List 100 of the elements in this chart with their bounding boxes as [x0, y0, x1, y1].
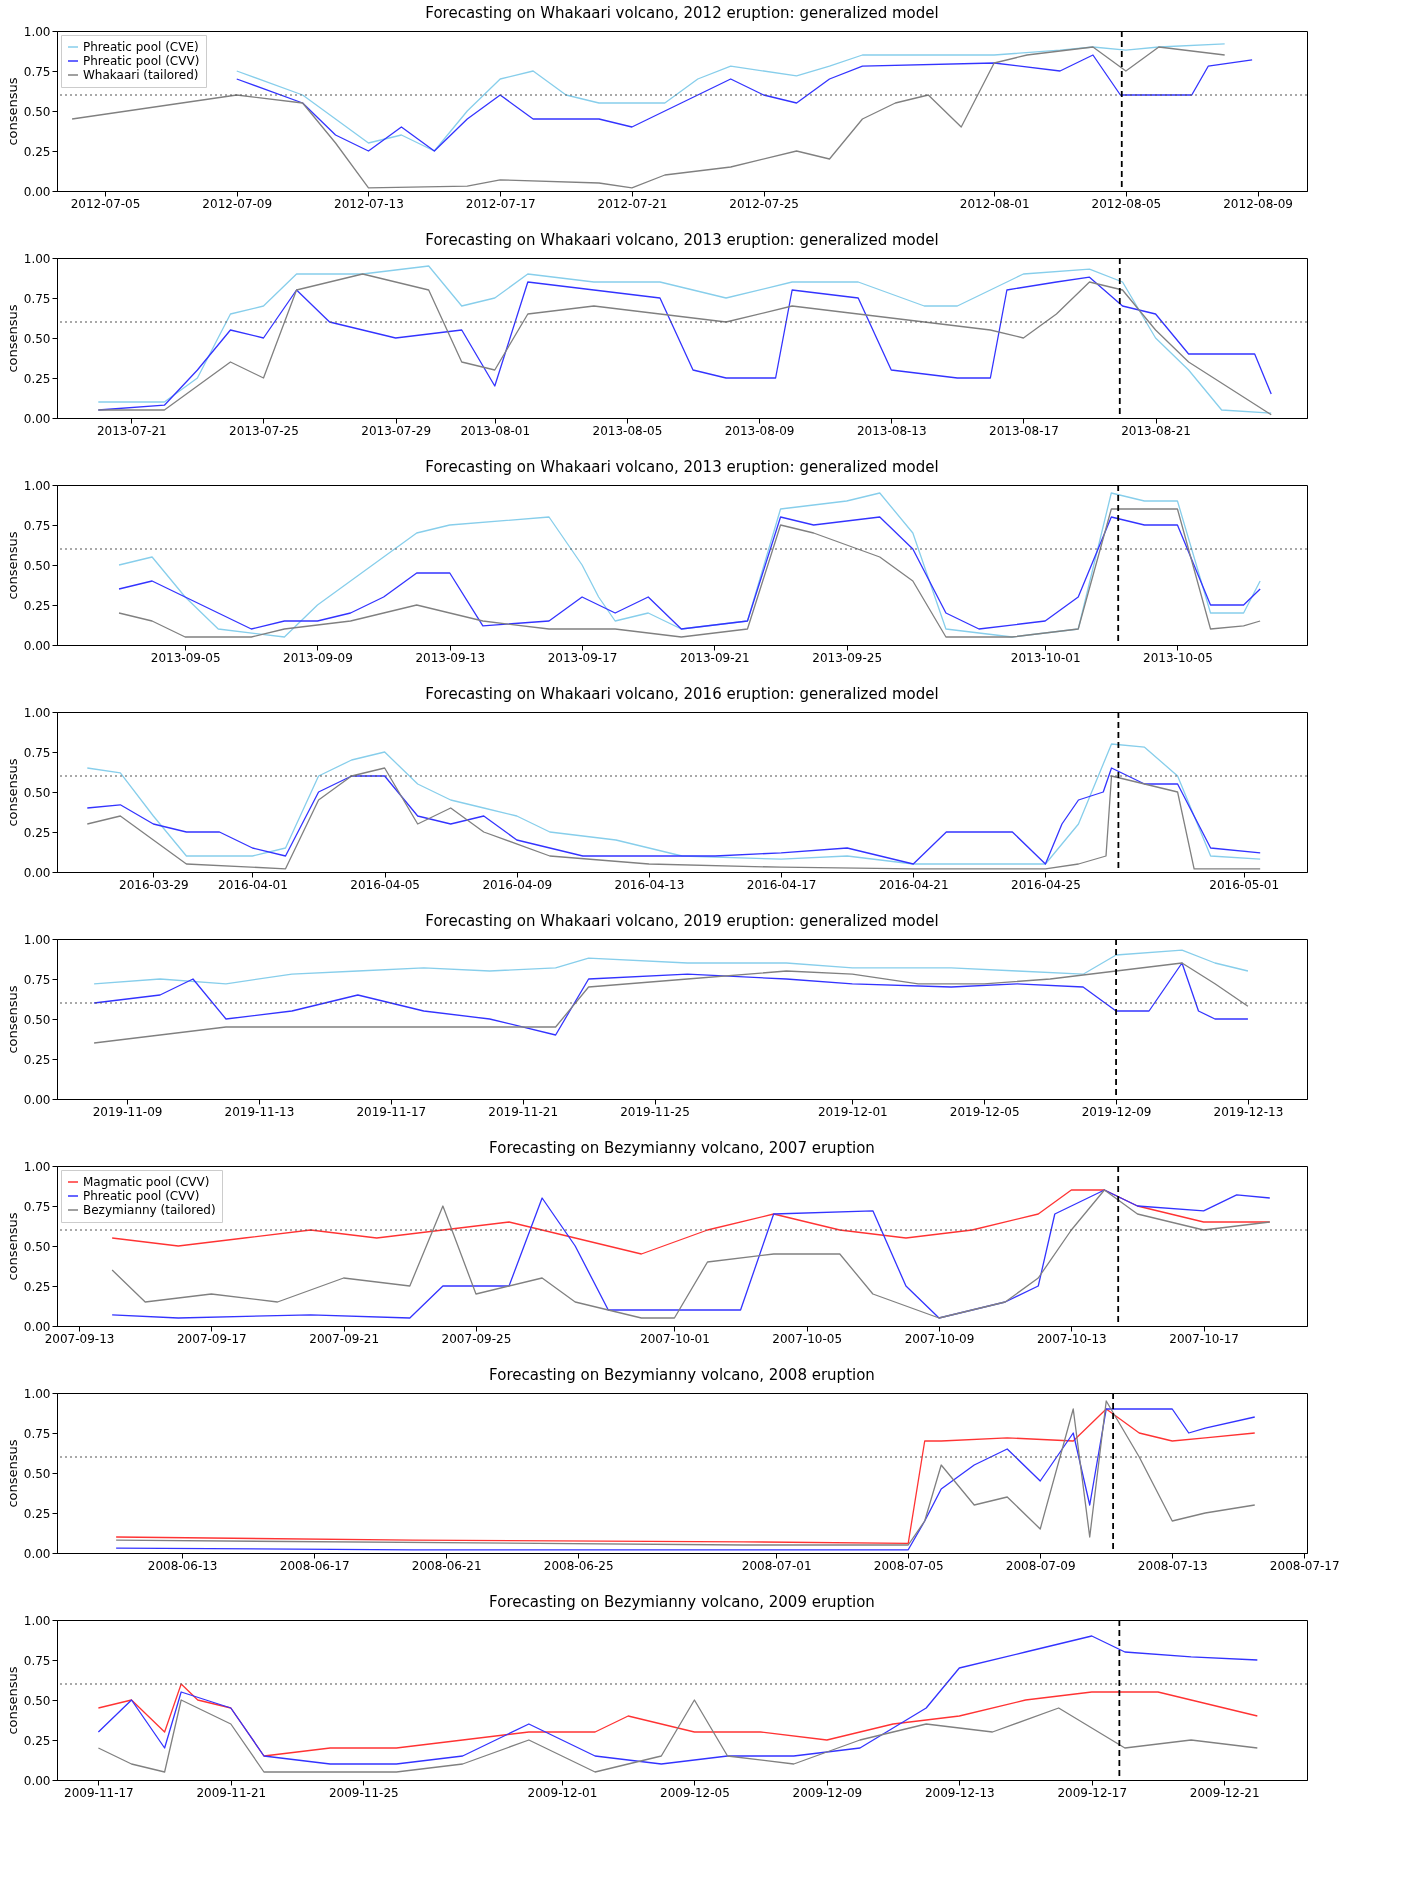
x-tick-label: 2007-09-21 — [309, 1331, 380, 1346]
x-tick-label: 2016-04-25 — [1011, 877, 1081, 892]
x-tick-label: 2007-10-17 — [1169, 1331, 1240, 1346]
x-tick-label: 2007-10-13 — [1036, 1331, 1107, 1346]
legend-label: Phreatic pool (CVE) — [83, 40, 199, 54]
chart-title: Forecasting on Whakaari volcano, 2019 eruption: generalized model — [425, 912, 939, 930]
y-tick-label: 1.00 — [23, 932, 51, 947]
x-tick-label: 2009-11-17 — [64, 1785, 134, 1800]
x-tick-label: 2013-09-25 — [812, 650, 883, 665]
chart-title: Forecasting on Whakaari volcano, 2013 eruption: generalized model — [425, 458, 939, 476]
x-tick-label: 2013-08-09 — [724, 423, 795, 438]
y-tick-label: 0.25 — [23, 1506, 51, 1521]
x-tick-label: 2019-12-13 — [1213, 1104, 1284, 1119]
x-tick-label: 2019-11-21 — [488, 1104, 559, 1119]
x-tick-label: 2016-04-17 — [746, 877, 817, 892]
y-axis-title: consensus — [4, 758, 20, 827]
x-tick-label: 2019-11-09 — [92, 1104, 163, 1119]
y-tick-label: 0.75 — [23, 1199, 51, 1214]
x-tick-label: 2013-10-01 — [1010, 650, 1081, 665]
y-tick-label: 0.00 — [23, 865, 51, 880]
y-tick-label: 0.00 — [23, 1773, 51, 1788]
x-tick-label: 2009-12-21 — [1189, 1785, 1260, 1800]
y-tick-label: 0.00 — [23, 411, 51, 426]
y-tick-label: 1.00 — [23, 705, 51, 720]
x-tick-label: 2013-09-21 — [680, 650, 750, 665]
y-tick-label: 1.00 — [23, 24, 51, 39]
x-tick-label: 2009-12-17 — [1057, 1785, 1128, 1800]
line-series — [93, 949, 1249, 985]
legend-label: Bezymianny (tailored) — [83, 1203, 216, 1217]
chart-title: Forecasting on Bezymianny volcano, 2007 eruption — [489, 1139, 875, 1157]
chart-title: Forecasting on Bezymianny volcano, 2009 eruption — [489, 1593, 875, 1611]
y-tick-label: 0.00 — [23, 638, 51, 653]
y-tick-label: 0.00 — [23, 1319, 51, 1334]
x-tick-label: 2008-06-21 — [411, 1558, 482, 1573]
x-tick-label: 2009-12-05 — [660, 1785, 730, 1800]
x-tick-label: 2007-10-09 — [904, 1331, 975, 1346]
y-axis-title: consensus — [4, 77, 20, 146]
y-tick-label: 1.00 — [23, 478, 51, 493]
x-tick-label: 2012-07-17 — [465, 196, 536, 211]
x-tick-label: 2013-07-25 — [229, 423, 299, 438]
x-tick-label: 2019-11-13 — [224, 1104, 295, 1119]
x-tick-label: 2012-07-13 — [334, 196, 404, 211]
x-tick-label: 2008-06-13 — [147, 1558, 218, 1573]
x-tick-label: 2008-07-01 — [741, 1558, 812, 1573]
x-tick-label: 2016-04-09 — [482, 877, 553, 892]
x-tick-label: 2008-06-25 — [543, 1558, 614, 1573]
x-tick-label: 2013-08-17 — [989, 423, 1059, 438]
x-tick-label: 2008-07-17 — [1269, 1558, 1340, 1573]
chart-title: Forecasting on Bezymianny volcano, 2008 eruption — [489, 1366, 875, 1384]
y-tick-label: 0.25 — [23, 598, 51, 613]
x-tick-label: 2019-11-17 — [356, 1104, 427, 1119]
x-tick-label: 2016-04-01 — [218, 877, 288, 892]
y-tick-label: 0.75 — [23, 745, 51, 760]
x-tick-label: 2007-09-25 — [441, 1331, 512, 1346]
x-tick-label: 2008-07-05 — [873, 1558, 944, 1573]
y-axis-title: consensus — [4, 531, 20, 600]
x-tick-label: 2007-09-13 — [44, 1331, 115, 1346]
y-axis-title: consensus — [4, 985, 20, 1054]
x-tick-label: 2016-05-01 — [1209, 877, 1280, 892]
x-tick-label: 2013-07-29 — [361, 423, 432, 438]
x-tick-label: 2008-06-17 — [279, 1558, 350, 1573]
y-tick-label: 0.25 — [23, 371, 51, 386]
x-tick-label: 2013-08-21 — [1121, 423, 1191, 438]
x-tick-label: 2009-11-25 — [328, 1785, 399, 1800]
x-tick-label: 2016-04-05 — [350, 877, 421, 892]
x-tick-label: 2012-07-09 — [202, 196, 273, 211]
y-axis-title: consensus — [4, 1666, 20, 1735]
legend-label: Phreatic pool (CVV) — [83, 54, 200, 68]
y-tick-label: 0.75 — [23, 1426, 51, 1441]
y-tick-label: 0.75 — [23, 291, 51, 306]
line-series — [97, 1699, 1258, 1773]
x-tick-label: 2009-12-01 — [527, 1785, 598, 1800]
y-axis-title: consensus — [4, 1439, 20, 1508]
x-tick-label: 2012-08-05 — [1091, 196, 1162, 211]
x-tick-label: 2009-11-21 — [196, 1785, 267, 1800]
y-tick-label: 0.75 — [23, 972, 51, 987]
x-tick-label: 2013-07-21 — [96, 423, 167, 438]
x-tick-label: 2013-08-05 — [592, 423, 663, 438]
y-tick-label: 0.25 — [23, 1052, 51, 1067]
y-tick-label: 0.25 — [23, 1733, 51, 1748]
x-tick-label: 2007-10-05 — [772, 1331, 843, 1346]
x-tick-label: 2012-07-05 — [70, 196, 141, 211]
x-tick-label: 2013-09-09 — [283, 650, 353, 665]
x-tick-label: 2012-08-09 — [1223, 196, 1293, 211]
x-tick-label: 2019-12-01 — [817, 1104, 888, 1119]
y-tick-label: 1.00 — [23, 1386, 51, 1401]
legend-label: Magmatic pool (CVV) — [83, 1175, 210, 1189]
y-tick-label: 0.50 — [23, 1466, 51, 1481]
chart-title: Forecasting on Whakaari volcano, 2016 eruption: generalized model — [425, 685, 939, 703]
x-tick-label: 2009-12-09 — [792, 1785, 863, 1800]
line-series — [97, 1683, 1258, 1757]
y-tick-label: 0.50 — [23, 785, 51, 800]
x-tick-label: 2013-08-01 — [460, 423, 531, 438]
y-tick-label: 0.50 — [23, 1012, 51, 1027]
y-tick-label: 0.00 — [23, 184, 51, 199]
y-tick-label: 0.75 — [23, 64, 51, 79]
y-tick-label: 0.25 — [23, 144, 51, 159]
x-tick-label: 2019-12-09 — [1081, 1104, 1152, 1119]
y-tick-label: 0.50 — [23, 331, 51, 346]
legend-label: Whakaari (tailored) — [83, 68, 199, 82]
